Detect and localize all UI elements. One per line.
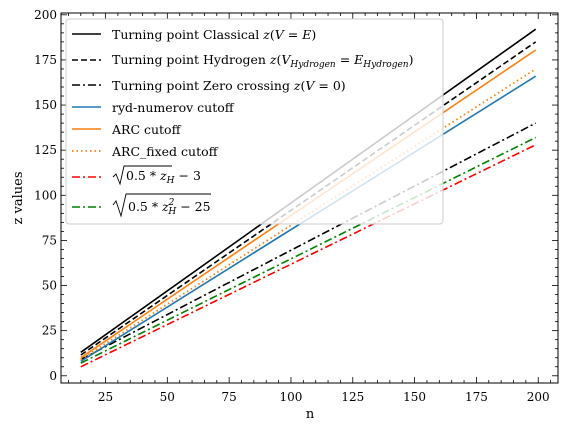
y-tick-label: 75	[42, 233, 57, 247]
legend-label-zero-crossing: Turning point Zero crossing z(V = 0)	[112, 78, 346, 93]
legend-label-green-formula: 0.5 * z2 H − 25	[112, 193, 211, 218]
x-tick-label: 75	[221, 390, 236, 404]
series-line-6	[80, 144, 537, 368]
y-tick-label: 200	[34, 8, 57, 22]
series-line-2	[80, 122, 537, 361]
legend: Turning point Classical z(V = E) Turning…	[65, 18, 444, 225]
legend-label-arc-fixed: ARC_fixed cutoff	[111, 144, 219, 159]
series-line-1	[80, 41, 537, 356]
y-tick-label: 100	[34, 188, 57, 202]
legend-label-ryd-numerov: ryd-numerov cutoff	[112, 100, 235, 115]
y-tick-label: 125	[34, 143, 57, 157]
legend-label-classical: Turning point Classical z(V = E)	[112, 27, 316, 42]
x-tick-label: 200	[527, 390, 550, 404]
y-tick-label: 175	[34, 53, 57, 67]
legend-label-hydrogen: Turning point Hydrogen z(VHydrogen = EHy…	[112, 52, 413, 70]
x-tick-label: 125	[341, 390, 364, 404]
x-tick-label: 150	[403, 390, 426, 404]
y-axis-label: z values	[11, 172, 26, 225]
svg-text:0.5 * zH − 3: 0.5 * zH − 3	[126, 168, 201, 186]
y-tick-label: 50	[42, 279, 57, 293]
x-tick-label: 50	[160, 390, 175, 404]
series-line-7	[80, 136, 537, 364]
y-tick-label: 25	[42, 324, 57, 338]
svg-text:0.5 * z2H − 25: 0.5 * z2 H − 25	[128, 198, 211, 217]
x-axis-label: n	[306, 407, 315, 422]
legend-box	[65, 18, 444, 225]
x-tick-label: 25	[98, 390, 113, 404]
legend-label-red-formula: 0.5 * zH − 3	[112, 165, 201, 186]
y-tick-label: 0	[49, 369, 57, 383]
x-tick-label: 175	[465, 390, 488, 404]
legend-label-arc: ARC cutoff	[111, 122, 182, 137]
plot-frame	[60, 12, 559, 384]
y-tick-label: 150	[34, 98, 57, 112]
axis-ticks: 25 50 75 100 125 150 175 200 0 25 50 75 100 125 150 175…	[34, 8, 558, 404]
x-tick-label: 100	[280, 390, 303, 404]
